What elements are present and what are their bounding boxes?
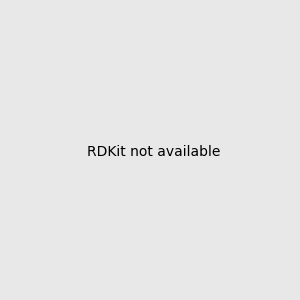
Text: RDKit not available: RDKit not available — [87, 145, 220, 158]
